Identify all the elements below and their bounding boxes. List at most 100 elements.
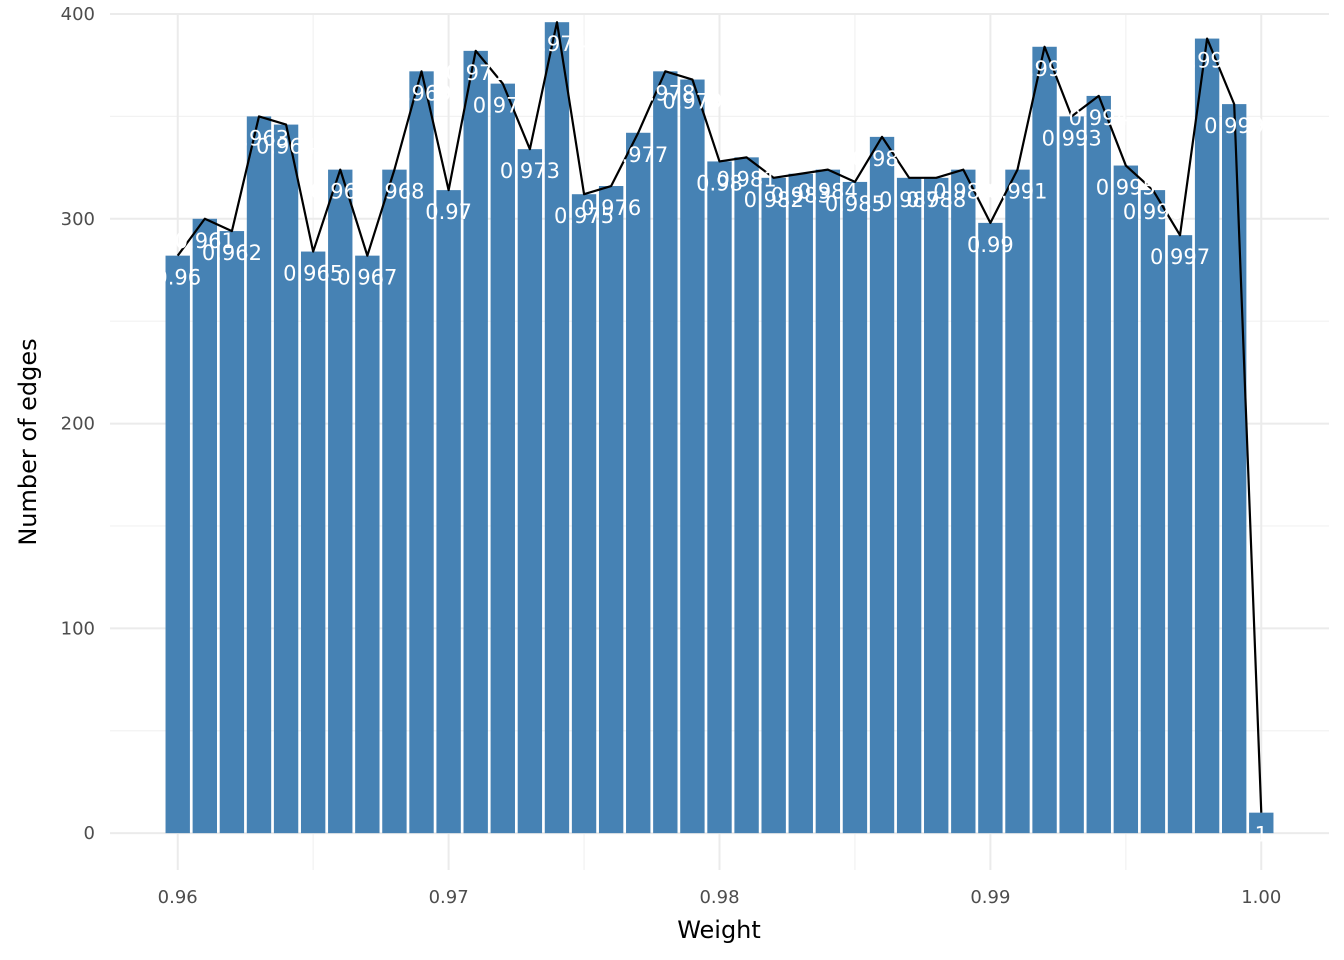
bar (869, 136, 895, 834)
bar-label: 0.96 (154, 266, 201, 290)
bar (707, 161, 732, 834)
y-tick-label: 400 (61, 4, 95, 25)
y-tick-label: 0 (84, 823, 95, 844)
bar (165, 255, 190, 834)
bar (219, 231, 245, 834)
bar-label: 0.969 (391, 81, 451, 105)
bar-label: 0.993 (1042, 126, 1102, 150)
bar-label: 0.981 (717, 167, 777, 191)
bar (463, 50, 488, 834)
bar (544, 22, 570, 834)
bar (1194, 38, 1220, 834)
bar-label: 0.987 (879, 188, 939, 212)
bar-label: 0.997 (1150, 245, 1210, 269)
bar-label: 0.963 (229, 126, 289, 150)
bar-label: 0.961 (175, 229, 235, 253)
bar (436, 190, 461, 834)
x-tick-label: 0.98 (699, 887, 739, 908)
bar (598, 186, 624, 834)
x-tick-label: 0.96 (158, 887, 198, 908)
bar-label: 0.998 (1177, 49, 1237, 73)
bar-label: 0.971 (446, 61, 506, 85)
bar-label: 0.978 (635, 81, 695, 105)
y-axis-title: Number of edges (14, 338, 42, 545)
bar-label: 0.974 (527, 32, 587, 56)
y-axis-ticks: 0 100 200 300 400 (61, 4, 95, 844)
bar (246, 116, 272, 834)
bar (1032, 46, 1057, 834)
y-tick-label: 100 (61, 618, 95, 639)
x-tick-label: 0.99 (970, 887, 1010, 908)
bar-label: 0.989 (933, 180, 993, 204)
x-axis-title: Weight (677, 916, 761, 944)
bar (788, 173, 813, 834)
bar (1005, 169, 1030, 834)
bar-label: 0.977 (608, 143, 668, 167)
bar-label: 0.962 (202, 241, 262, 265)
bar (517, 149, 543, 834)
bar (409, 71, 434, 834)
bar (1140, 190, 1166, 834)
y-tick-label: 300 (61, 209, 95, 230)
bar-label: 0.995 (1096, 176, 1156, 200)
bar (490, 83, 515, 834)
bar-label: 0.996 (1123, 200, 1183, 224)
bar (192, 218, 218, 834)
bar (924, 177, 949, 834)
bar (328, 169, 353, 834)
bar-label: 0.97 (425, 200, 472, 224)
bar-label: 0.966 (310, 180, 370, 204)
frequency-line (176, 21, 1263, 813)
bar (1113, 165, 1139, 834)
bar (300, 251, 326, 834)
bar-label: 0.979 (662, 90, 722, 114)
bar (815, 169, 841, 834)
bar-label: 0.992 (1015, 57, 1075, 81)
bar (1249, 812, 1274, 834)
bar-label: 1 (1255, 823, 1268, 847)
bar-label: 0.967 (337, 266, 397, 290)
bar (571, 194, 597, 834)
bar-label: 0.968 (364, 180, 424, 204)
bar-label: 0.972 (473, 94, 533, 118)
bar (734, 157, 759, 834)
bar-label: 0.985 (825, 192, 885, 216)
bar (951, 169, 976, 834)
y-tick-label: 200 (61, 414, 95, 435)
bar (1086, 95, 1111, 834)
bar-label: 0.984 (798, 180, 858, 204)
x-tick-label: 1.00 (1241, 887, 1281, 908)
bar (273, 124, 299, 834)
bar-label: 0.994 (1069, 106, 1129, 130)
bar-label: 0.973 (500, 159, 560, 183)
bar-label: 0.982 (744, 188, 804, 212)
bar (978, 222, 1003, 834)
bar (653, 71, 678, 834)
bar (680, 79, 705, 834)
bar-label: 0.991 (987, 180, 1047, 204)
bar-label: 0.988 (906, 188, 966, 212)
bar-label: 0.976 (581, 196, 641, 220)
bar-label: 0.999 (1204, 114, 1264, 138)
bar-label: 0.975 (554, 204, 614, 228)
bar-label: 0.983 (771, 184, 831, 208)
bar (761, 177, 786, 834)
bar (626, 132, 651, 834)
bar (355, 255, 380, 834)
bar (1059, 116, 1084, 834)
bars (165, 22, 1274, 834)
bar (1221, 104, 1247, 834)
bar (896, 177, 922, 834)
bar-label: 0.99 (967, 233, 1014, 257)
bar (1167, 235, 1193, 834)
x-axis-ticks: 0.96 0.97 0.98 0.99 1.00 (158, 887, 1282, 908)
bar-label: 0.986 (852, 147, 912, 171)
bar-label: 0.98 (696, 171, 743, 195)
bar (382, 169, 407, 834)
bar-label: 0.965 (283, 262, 343, 286)
x-tick-label: 0.97 (429, 887, 469, 908)
bar (842, 181, 868, 834)
bar-label: 0.964 (256, 135, 316, 159)
